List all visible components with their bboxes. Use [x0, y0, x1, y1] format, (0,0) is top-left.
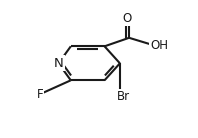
Text: N: N — [54, 57, 63, 70]
Text: Br: Br — [117, 90, 130, 103]
Text: O: O — [123, 12, 132, 25]
Text: OH: OH — [150, 39, 168, 52]
Text: F: F — [37, 88, 43, 101]
